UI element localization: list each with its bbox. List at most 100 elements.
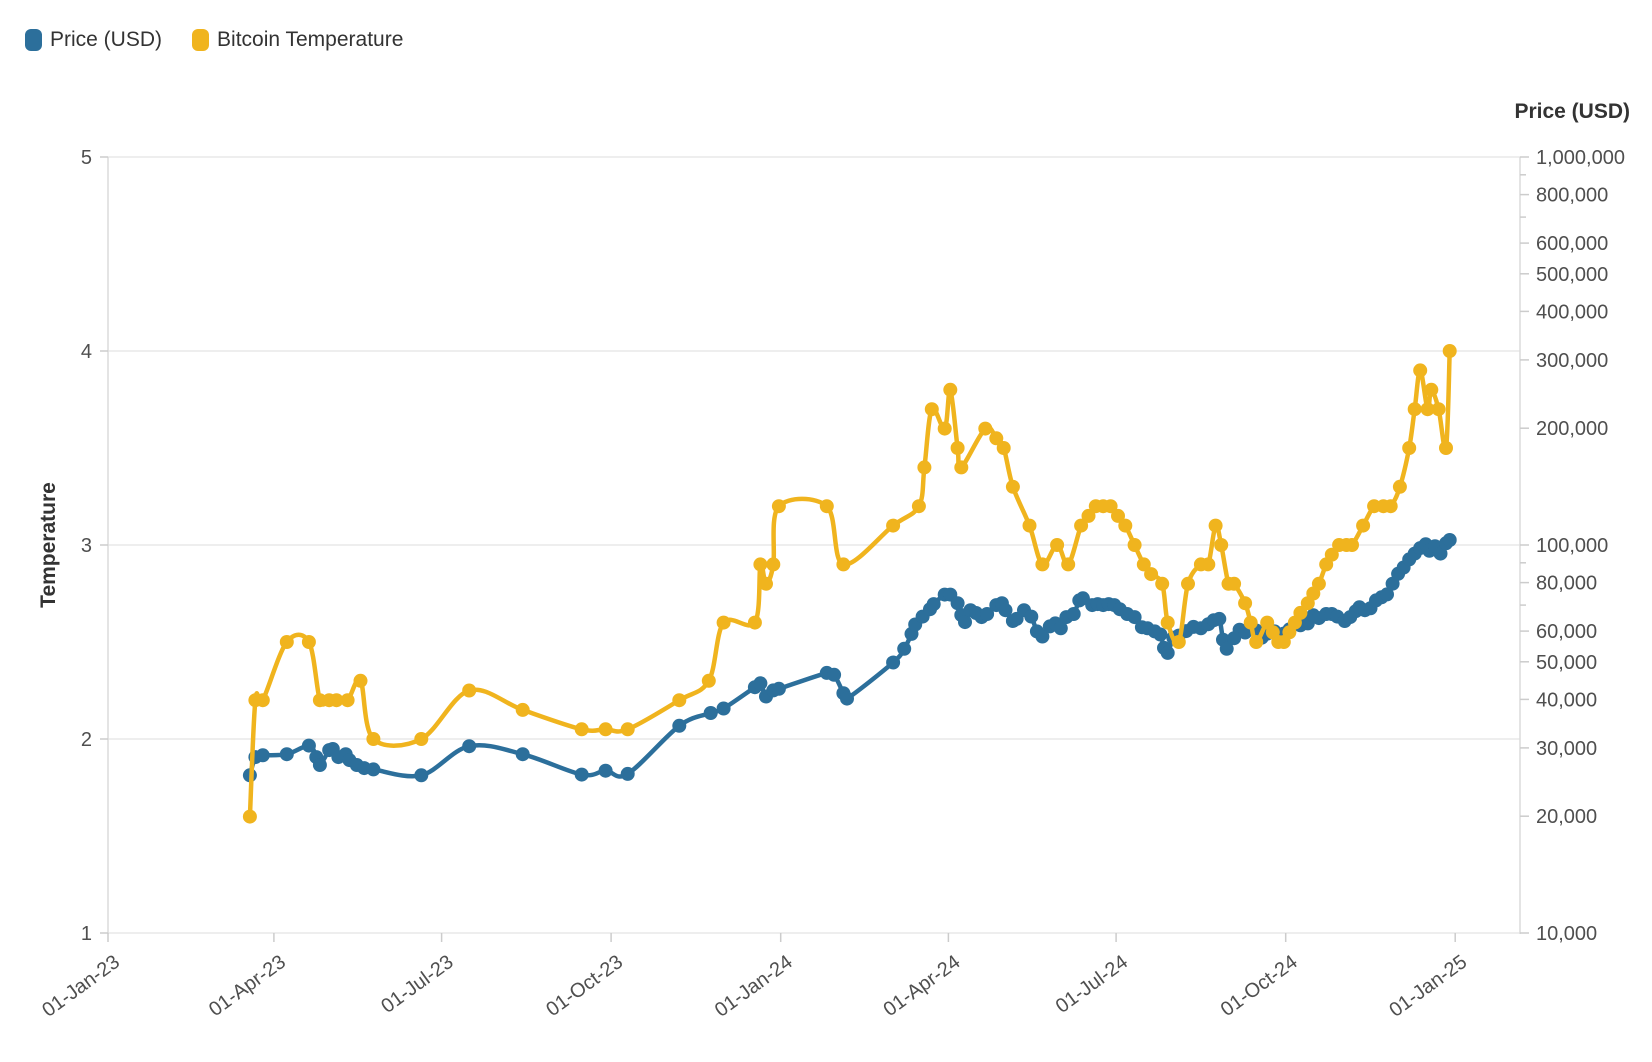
price-series-point[interactable] xyxy=(1433,546,1448,561)
temperature-series-point[interactable] xyxy=(819,499,834,514)
price-series-point[interactable] xyxy=(515,747,530,762)
price-series-point[interactable] xyxy=(312,758,327,772)
price-series-point[interactable] xyxy=(716,701,731,716)
temperature-series-point[interactable] xyxy=(1136,557,1151,572)
temperature-series-point[interactable] xyxy=(1413,363,1428,378)
temperature-series-point[interactable] xyxy=(1293,605,1308,620)
temperature-series-point[interactable] xyxy=(716,615,731,630)
temperature-series-point[interactable] xyxy=(279,635,294,649)
temperature-series-point[interactable] xyxy=(954,460,969,475)
temperature-series-point[interactable] xyxy=(1181,576,1195,591)
price-series-point[interactable] xyxy=(958,615,972,630)
price-series-point[interactable] xyxy=(620,766,635,781)
temperature-series-point[interactable] xyxy=(1171,635,1186,649)
temperature-series-point[interactable] xyxy=(242,809,257,824)
temperature-series-point[interactable] xyxy=(747,615,762,630)
price-series-point[interactable] xyxy=(279,747,294,762)
temperature-series-point[interactable] xyxy=(1118,518,1133,533)
temperature-series-point[interactable] xyxy=(1074,518,1089,533)
price-series-point[interactable] xyxy=(827,667,842,682)
temperature-series-point[interactable] xyxy=(911,499,926,514)
price-series-point[interactable] xyxy=(301,738,316,753)
temperature-series-point[interactable] xyxy=(1111,508,1125,523)
price-series-point[interactable] xyxy=(255,748,270,763)
temperature-series-point[interactable] xyxy=(1144,567,1159,582)
price-series-point[interactable] xyxy=(980,607,995,621)
price-series-point[interactable] xyxy=(840,691,854,706)
temperature-series-point[interactable] xyxy=(937,421,952,436)
price-series-point[interactable] xyxy=(771,681,786,696)
temperature-series-point[interactable] xyxy=(1345,538,1359,552)
temperature-series-point[interactable] xyxy=(353,673,368,688)
price-series-point[interactable] xyxy=(926,597,941,612)
temperature-series-point[interactable] xyxy=(917,460,932,475)
temperature-series-point[interactable] xyxy=(950,441,965,455)
temperature-series-point[interactable] xyxy=(1005,479,1020,494)
temperature-series-point[interactable] xyxy=(1420,402,1435,417)
temperature-series-point[interactable] xyxy=(462,683,477,698)
temperature-series-point[interactable] xyxy=(753,557,768,572)
temperature-series-point[interactable] xyxy=(598,722,613,737)
price-series-point[interactable] xyxy=(753,676,768,691)
price-series-point[interactable] xyxy=(462,739,477,754)
price-series-point[interactable] xyxy=(998,603,1013,618)
temperature-series-point[interactable] xyxy=(1061,557,1076,572)
temperature-series-point[interactable] xyxy=(1022,518,1037,533)
price-series-point[interactable] xyxy=(598,763,613,778)
temperature-series-point[interactable] xyxy=(1442,344,1457,358)
temperature-series-point[interactable] xyxy=(759,576,773,591)
temperature-series-point[interactable] xyxy=(836,557,851,572)
temperature-series-point[interactable] xyxy=(996,441,1011,455)
temperature-series-point[interactable] xyxy=(771,499,786,514)
temperature-series-point[interactable] xyxy=(1238,596,1253,611)
temperature-series-point[interactable] xyxy=(766,557,781,572)
temperature-series-point[interactable] xyxy=(924,402,939,417)
temperature-series-point[interactable] xyxy=(1392,479,1407,494)
temperature-series-point[interactable] xyxy=(366,732,381,746)
price-series-point[interactable] xyxy=(897,641,912,656)
temperature-series-point[interactable] xyxy=(1249,635,1264,649)
price-series-point[interactable] xyxy=(1442,533,1457,547)
price-series-point[interactable] xyxy=(950,596,965,611)
temperature-series-point[interactable] xyxy=(340,693,355,708)
temperature-series-point[interactable] xyxy=(1407,402,1422,417)
temperature-series-point[interactable] xyxy=(574,722,589,737)
temperature-series-point[interactable] xyxy=(1208,518,1223,533)
price-series-point[interactable] xyxy=(1127,610,1142,625)
legend-item-temperature[interactable]: Bitcoin Temperature xyxy=(192,28,403,52)
price-series-point[interactable] xyxy=(366,762,381,777)
temperature-series-point[interactable] xyxy=(1201,557,1216,572)
legend-item-price[interactable]: Price (USD) xyxy=(25,28,162,52)
temperature-series-point[interactable] xyxy=(672,693,687,708)
price-series-point[interactable] xyxy=(672,718,687,733)
price-series-point[interactable] xyxy=(886,655,901,670)
temperature-series-point[interactable] xyxy=(1081,508,1096,523)
price-series-point[interactable] xyxy=(1160,645,1175,660)
temperature-series-point[interactable] xyxy=(1127,538,1142,552)
price-series-point[interactable] xyxy=(1053,621,1068,636)
price-series-point[interactable] xyxy=(1212,611,1227,626)
temperature-series-point[interactable] xyxy=(1311,576,1326,591)
temperature-series-point[interactable] xyxy=(414,732,429,746)
price-series-point[interactable] xyxy=(414,768,429,783)
temperature-series-point[interactable] xyxy=(943,382,958,397)
temperature-series-point[interactable] xyxy=(989,431,1004,446)
temperature-series-point[interactable] xyxy=(515,702,530,717)
temperature-series-point[interactable] xyxy=(1402,441,1417,455)
temperature-series-point[interactable] xyxy=(1214,538,1229,552)
temperature-series-point[interactable] xyxy=(1356,518,1371,533)
temperature-series-point[interactable] xyxy=(1155,576,1170,591)
price-series-point[interactable] xyxy=(1066,607,1081,621)
price-series-point[interactable] xyxy=(574,767,589,782)
temperature-series-point[interactable] xyxy=(1243,615,1258,630)
price-series-point[interactable] xyxy=(1219,641,1234,656)
price-series-point[interactable] xyxy=(1024,609,1039,624)
temperature-series-point[interactable] xyxy=(978,421,993,436)
temperature-series-point[interactable] xyxy=(1160,615,1175,630)
temperature-series-point[interactable] xyxy=(1035,557,1050,572)
temperature-series-point[interactable] xyxy=(1431,402,1446,417)
price-series-point[interactable] xyxy=(1035,629,1050,644)
temperature-series-point[interactable] xyxy=(1424,382,1439,397)
temperature-series-point[interactable] xyxy=(1103,499,1118,514)
price-series-point[interactable] xyxy=(1380,587,1394,602)
